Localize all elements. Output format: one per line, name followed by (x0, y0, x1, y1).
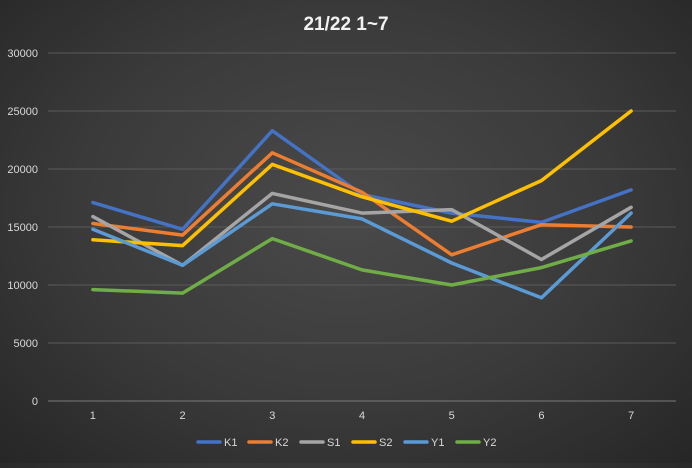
legend-item-k1: K1 (196, 437, 237, 449)
series-lines (91, 109, 633, 300)
legend-item-k2: K2 (247, 437, 288, 449)
x-tick-label: 4 (359, 410, 365, 422)
legend-item-s1: S1 (299, 437, 340, 449)
x-tick-label: 2 (180, 410, 186, 422)
gridlines (48, 52, 676, 402)
legend-label: Y1 (431, 437, 444, 449)
legend-label: S2 (379, 437, 392, 449)
y-tick-label: 20000 (7, 164, 38, 176)
series-line-s1 (91, 191, 633, 268)
y-tick-label: 0 (32, 396, 38, 408)
y-tick-label: 15000 (7, 222, 38, 234)
legend-label: S1 (327, 437, 340, 449)
x-tick-label: 7 (628, 410, 634, 422)
y-tick-label: 10000 (7, 280, 38, 292)
series-line-k2 (91, 151, 633, 257)
y-tick-label: 30000 (7, 48, 38, 60)
series-line-s2 (91, 109, 633, 248)
x-tick-label: 1 (90, 410, 96, 422)
series-line-k1 (91, 128, 633, 232)
legend-item-y2: Y2 (455, 437, 496, 449)
y-tick-label: 25000 (7, 106, 38, 118)
chart-title: 21/22 1~7 (303, 14, 388, 35)
y-axis: 0 5000 10000 15000 20000 25000 30000 (7, 48, 38, 408)
legend-item-s2: S2 (351, 437, 392, 449)
legend-label: K2 (275, 437, 288, 449)
x-tick-label: 6 (538, 410, 544, 422)
legend-label: Y2 (483, 437, 496, 449)
series-line-y1 (91, 202, 633, 300)
series-line-y2 (91, 236, 633, 295)
legend: K1 K2 S1 S2 Y1 Y2 (196, 437, 496, 449)
legend-label: K1 (224, 437, 237, 449)
x-axis: 1 2 3 4 5 6 7 (90, 410, 634, 422)
x-tick-label: 5 (449, 410, 455, 422)
legend-item-y1: Y1 (403, 437, 444, 449)
x-tick-label: 3 (269, 410, 275, 422)
y-tick-label: 5000 (14, 338, 38, 350)
